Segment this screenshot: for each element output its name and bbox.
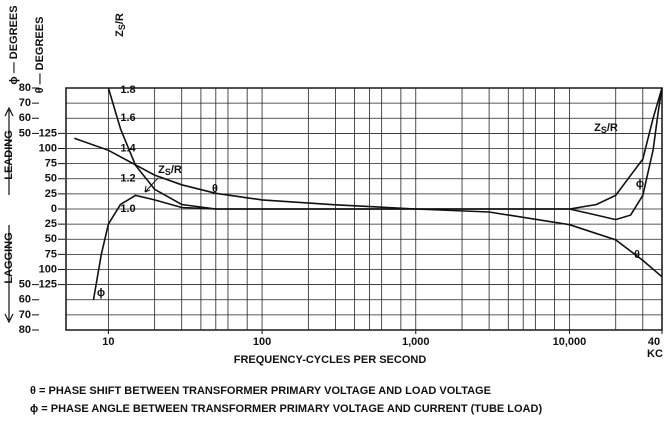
y-axis-title: ϕ — DEGREES	[8, 5, 20, 84]
leading-arrow	[4, 106, 14, 195]
y2-tick-label: 125	[39, 279, 57, 291]
y3-axis-title: ZS/R	[114, 13, 127, 37]
y2-tick-label: 100	[39, 263, 57, 275]
y-tick-label: 60	[19, 294, 31, 306]
y2-tick-label: 50	[45, 173, 57, 185]
series-label: ZS/R	[158, 164, 182, 177]
y-tick-label: 80	[19, 324, 31, 336]
x-tick-label: 10,000	[553, 336, 587, 348]
series-label: ϕ	[636, 178, 644, 190]
y3-tick-label: 1.6	[120, 112, 135, 124]
lagging-arrow	[4, 225, 14, 324]
y2-tick-label: 25	[45, 218, 57, 230]
x-tick-label: 100	[253, 336, 271, 348]
legend-theta: θ = PHASE SHIFT BETWEEN TRANSFORMER PRIM…	[30, 385, 491, 397]
series-label: θ	[212, 183, 218, 195]
y-tick-label: 70	[19, 97, 31, 109]
y2-tick-label: 0	[51, 203, 57, 215]
y2-tick-label: 100	[39, 142, 57, 154]
y2-tick-label: 125	[39, 127, 57, 139]
y-tick-label: 50	[19, 279, 31, 291]
y2-tick-label: 75	[45, 158, 57, 170]
y-tick-label: 80	[19, 82, 31, 94]
x-unit: KC	[647, 348, 663, 360]
y2-axis-title: θ — DEGREES	[34, 17, 46, 94]
x-tick-label: 40	[648, 336, 660, 348]
legend-phi: ϕ = PHASE ANGLE BETWEEN TRANSFORMER PRIM…	[30, 403, 542, 415]
y3-tick-label: 1.2	[120, 173, 135, 185]
series-line	[74, 137, 663, 278]
y-tick-label: 70	[19, 309, 31, 321]
series-label: ZS/R	[594, 122, 618, 135]
y-tick-label: 60	[19, 112, 31, 124]
y2-tick-label: 50	[45, 233, 57, 245]
series-label: ϕ	[97, 287, 105, 299]
y2-tick-label: 75	[45, 248, 57, 260]
x-axis-title: FREQUENCY-CYCLES PER SECOND	[234, 354, 427, 366]
y3-tick-label: 1.8	[120, 84, 135, 96]
x-tick-label: 1,000	[402, 336, 430, 348]
series-line	[107, 87, 663, 210]
y3-tick-label: 1.0	[120, 203, 135, 215]
y-tick-label: 50	[19, 127, 31, 139]
series-label: θ	[634, 249, 640, 261]
x-tick-label: 10	[102, 336, 114, 348]
y2-tick-label: 25	[45, 188, 57, 200]
